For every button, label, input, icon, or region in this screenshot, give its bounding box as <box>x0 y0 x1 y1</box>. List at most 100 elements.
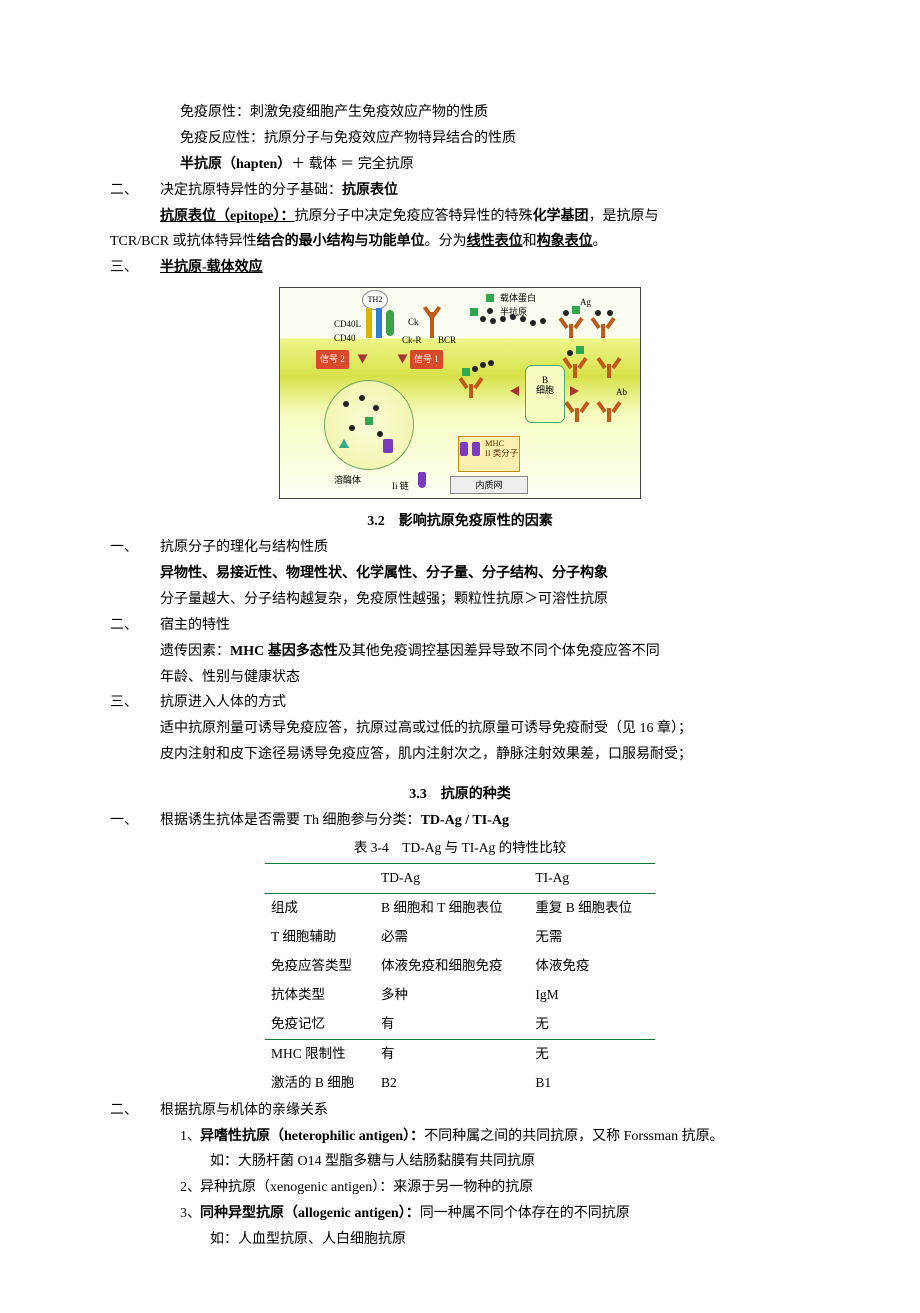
table-cell: 无 <box>529 1010 655 1039</box>
ab-label: Ab <box>616 384 627 401</box>
s32-h1-num: 一、 <box>110 535 160 561</box>
s32-h2-l1b: MHC 基因多态性 <box>230 644 338 659</box>
intro-line-2: 免疫反应性：抗原分子与免疫效应产物特异结合的性质 <box>110 126 810 152</box>
s33b-title: 根据抗原与机体的亲缘关系 <box>160 1098 810 1124</box>
table-col2: TD-Ag <box>375 863 529 893</box>
s32-h2-l1: 遗传因素：MHC 基因多态性及其他免疫调控基因差异导致不同个体免疫应答不同 <box>110 639 810 665</box>
arrow-icon <box>570 386 579 396</box>
s33b-i3-bold: 同种异型抗原（allogenic antigen）： <box>200 1206 420 1221</box>
table-cell: B 细胞和 T 细胞表位 <box>375 893 529 922</box>
table-cell: 无需 <box>529 923 655 952</box>
s32-h1: 抗原分子的理化与结构性质 <box>160 535 810 561</box>
s33b-num: 二、 <box>110 1098 160 1124</box>
th2-cell-icon: TH2 <box>362 290 388 310</box>
intro-l2-prefix: 免疫反应性： <box>180 131 264 146</box>
s32-h2-l2: 年龄、性别与健康状态 <box>110 665 810 691</box>
s32-h1-note: 分子量越大、分子结构越复杂，免疫原性越强；颗粒性抗原＞可溶性抗原 <box>110 587 810 613</box>
intro-line-3: 半抗原（hapten）＋ 载体 ＝ 完全抗原 <box>110 152 810 178</box>
bcell-l2: 细胞 <box>536 385 554 395</box>
tdag-tiag-table-wrap: 表 3-4 TD-Ag 与 TI-Ag 的特性比较 TD-AgTI-Ag 组成B… <box>110 834 810 1098</box>
b-cell-icon: B细胞 <box>525 365 565 423</box>
table-cell: 免疫应答类型 <box>265 952 375 981</box>
sec2-def1: 抗原分子中决定免疫应答特异性的特殊 <box>295 209 533 224</box>
s33b-i1-n: 1、 <box>180 1124 200 1150</box>
ii-chain-label: Ii 链 <box>392 478 409 495</box>
s33b-item2: 2、异种抗原（xenogenic antigen）：来源于另一物种的抗原 <box>110 1175 810 1201</box>
sec2-def2-mid: 。分为 <box>425 234 467 249</box>
mhc-l2: II 类分子 <box>485 448 518 458</box>
s33b-i1-bold: 异嗜性抗原（heterophilic antigen）： <box>200 1129 424 1144</box>
s32-h1-bold: 异物性、易接近性、物理性状、化学属性、分子量、分子结构、分子构象 <box>110 561 810 587</box>
s33-h1-b: TD-Ag / TI-Ag <box>421 813 509 828</box>
bcr-icon <box>431 306 441 318</box>
sec2-def2-end: 。 <box>593 234 607 249</box>
s32-h2-l1c: 及其他免疫调控基因差异导致不同个体免疫应答不同 <box>338 644 660 659</box>
intro-l2-rest: 抗原分子与免疫效应产物特异结合的性质 <box>264 131 516 146</box>
sec3-heading-row: 三、 半抗原-载体效应 <box>110 255 810 281</box>
bcr-on-bcell-icon <box>466 376 476 398</box>
table-cell: MHC 限制性 <box>265 1039 375 1068</box>
sec2-lead-bold: 抗原表位 <box>342 183 398 198</box>
hapten-carrier-diagram: TH2 CD40L CD40 Ck Ck-R BCR 信号 2 信号 1 溶酶体… <box>110 287 810 499</box>
table-cell: B1 <box>529 1069 655 1098</box>
antibody-icon <box>572 400 582 422</box>
table-cell: 体液免疫 <box>529 952 655 981</box>
antibody-icon <box>566 316 576 338</box>
sec2-def-line1: 抗原表位（epitope）：抗原分子中决定免疫应答特异性的特殊化学基团，是抗原与 <box>110 204 810 230</box>
sec3-num: 三、 <box>110 255 160 281</box>
signal2-label: 信号 2 <box>316 350 349 369</box>
s33b-i1-rest: 不同种属之间的共同抗原，又称 Forssman 抗原。 <box>424 1129 723 1144</box>
s32-h2-l1a: 遗传因素： <box>160 644 230 659</box>
ii-chain-icon <box>418 472 426 488</box>
lysosome-label: 溶酶体 <box>334 472 361 489</box>
intro-l1-rest: 刺激免疫细胞产生免疫效应产物的性质 <box>250 105 488 120</box>
bcr-label: BCR <box>438 332 456 349</box>
intro-l3-bold: 半抗原（hapten） <box>180 157 291 172</box>
table-cell: 多种 <box>375 981 529 1010</box>
table-cell: B2 <box>375 1069 529 1098</box>
er-label: 内质网 <box>450 476 528 494</box>
table-col3: TI-Ag <box>529 863 655 893</box>
receptor-icon <box>376 308 382 338</box>
section-3-3-title: 3.3 抗原的种类 <box>110 782 810 808</box>
sec2-lead: 决定抗原特异性的分子基础： <box>160 183 342 198</box>
ag-label: Ag <box>580 294 591 311</box>
s33-h1-a: 根据诱生抗体是否需要 Th 细胞参与分类： <box>160 813 421 828</box>
table-cell: 免疫记忆 <box>265 1010 375 1039</box>
s33b-i3-rest: 同一种属不同个体存在的不同抗原 <box>420 1206 630 1221</box>
table-cell: 必需 <box>375 923 529 952</box>
arrow-icon <box>510 386 519 396</box>
intro-l1-prefix: 免疫原性： <box>180 105 250 120</box>
arrow-icon <box>358 355 368 364</box>
carrier-protein-swatch <box>486 294 494 302</box>
s33b-row: 二、根据抗原与机体的亲缘关系 <box>110 1098 810 1124</box>
s33b-item3: 3、同种异型抗原（allogenic antigen）：同一种属不同个体存在的不… <box>110 1201 810 1227</box>
s33b-i2-n: 2、 <box>180 1175 200 1201</box>
s32-h3-num: 三、 <box>110 690 160 716</box>
ckr-label: Ck-R <box>402 332 422 349</box>
table-cell: 组成 <box>265 893 375 922</box>
s33b-i1-eg: 如：大肠杆菌 O14 型脂多糖与人结肠黏膜有共同抗原 <box>110 1149 810 1175</box>
sec3-title: 半抗原-载体效应 <box>160 260 263 275</box>
tdag-tiag-table: 表 3-4 TD-Ag 与 TI-Ag 的特性比较 TD-AgTI-Ag 组成B… <box>265 834 655 1098</box>
table-cell: T 细胞辅助 <box>265 923 375 952</box>
intro-l3-rest: ＋ 载体 ＝ 完全抗原 <box>291 157 414 172</box>
s32-h3-l1: 适中抗原剂量可诱导免疫应答，抗原过高或过低的抗原量可诱导免疫耐受（见 16 章）… <box>110 716 810 742</box>
sec2-def2-and: 和 <box>523 234 537 249</box>
table-cell: 抗体类型 <box>265 981 375 1010</box>
s32-h3-row: 三、抗原进入人体的方式 <box>110 690 810 716</box>
epitope-term: 抗原表位（epitope）： <box>160 209 295 224</box>
sec2-heading: 决定抗原特异性的分子基础：抗原表位 <box>160 178 810 204</box>
arrow-icon <box>398 355 408 364</box>
s33-h1-num: 一、 <box>110 808 160 834</box>
sec2-def2-ul2: 构象表位 <box>537 234 593 249</box>
intro-line-1: 免疫原性：刺激免疫细胞产生免疫效应产物的性质 <box>110 100 810 126</box>
sec2-def-line2: TCR/BCR 或抗体特异性结合的最小结构与功能单位。分为线性表位和构象表位。 <box>110 229 810 255</box>
table-caption: 表 3-4 TD-Ag 与 TI-Ag 的特性比较 <box>265 834 655 863</box>
sec2-def2a: TCR/BCR 或抗体特异性 <box>110 234 257 249</box>
s33b-i3-n: 3、 <box>180 1201 200 1227</box>
s33-h1-row: 一、根据诱生抗体是否需要 Th 细胞参与分类：TD-Ag / TI-Ag <box>110 808 810 834</box>
table-cell: 重复 B 细胞表位 <box>529 893 655 922</box>
s32-h3: 抗原进入人体的方式 <box>160 690 810 716</box>
antibody-icon <box>598 316 608 338</box>
